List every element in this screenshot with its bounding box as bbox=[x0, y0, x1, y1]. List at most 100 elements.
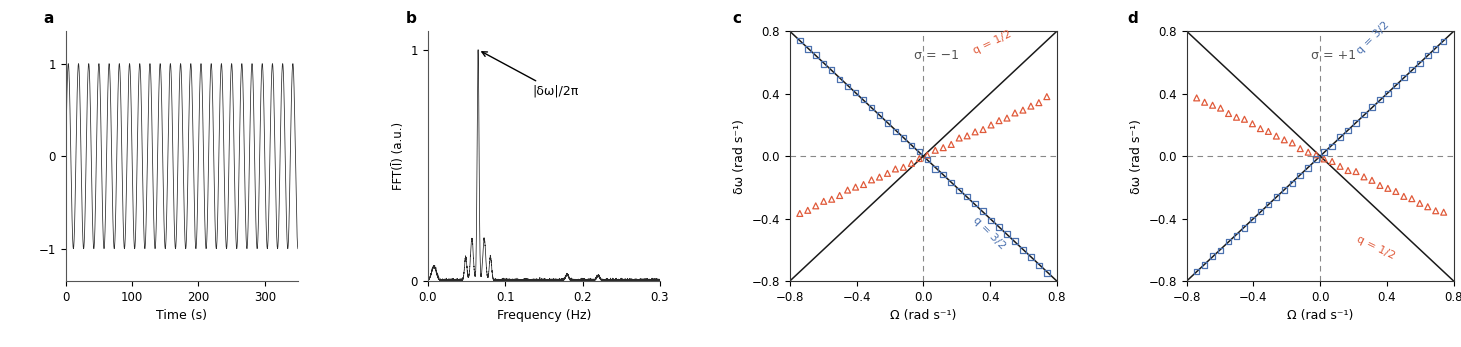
Text: b: b bbox=[405, 11, 416, 26]
Point bbox=[836, 84, 859, 89]
Text: q = 3/2: q = 3/2 bbox=[972, 215, 1008, 251]
Point bbox=[1321, 159, 1344, 164]
Point bbox=[1011, 247, 1034, 253]
Point bbox=[923, 147, 947, 153]
Point bbox=[1004, 110, 1027, 116]
Point bbox=[1321, 144, 1344, 150]
Point bbox=[995, 115, 1018, 121]
Point bbox=[861, 105, 884, 110]
Point bbox=[884, 129, 907, 134]
Point bbox=[1376, 186, 1400, 191]
Point bbox=[1416, 204, 1439, 210]
Point bbox=[1185, 269, 1208, 274]
Point bbox=[852, 182, 875, 187]
Point bbox=[1208, 248, 1232, 253]
Point bbox=[1273, 137, 1296, 143]
Point bbox=[1027, 100, 1050, 105]
Point bbox=[844, 184, 868, 190]
Point bbox=[979, 122, 1002, 128]
Point bbox=[1020, 254, 1043, 260]
Point bbox=[907, 156, 931, 161]
Point bbox=[812, 198, 836, 204]
Point bbox=[1273, 187, 1296, 193]
Point bbox=[1312, 149, 1335, 155]
Point bbox=[1344, 120, 1367, 126]
Point bbox=[1392, 75, 1416, 81]
Point bbox=[1416, 53, 1439, 58]
Point bbox=[1240, 217, 1264, 222]
Point bbox=[1337, 128, 1360, 133]
Point bbox=[1384, 189, 1407, 194]
Point bbox=[1194, 262, 1217, 268]
Point bbox=[1281, 140, 1305, 146]
Point bbox=[1305, 152, 1328, 158]
Point bbox=[1376, 91, 1400, 96]
Point bbox=[868, 112, 891, 118]
Point bbox=[1360, 104, 1384, 110]
X-axis label: Ω (rad s⁻¹): Ω (rad s⁻¹) bbox=[1287, 309, 1353, 322]
Point bbox=[1328, 134, 1351, 140]
Point bbox=[1036, 270, 1059, 276]
Point bbox=[1020, 103, 1043, 109]
Point bbox=[1217, 239, 1240, 245]
Point bbox=[1328, 163, 1351, 169]
Point bbox=[1305, 156, 1328, 162]
Point bbox=[916, 157, 939, 162]
Point bbox=[1400, 67, 1423, 72]
Point bbox=[963, 129, 986, 135]
Point bbox=[1256, 129, 1280, 134]
Text: d: d bbox=[1128, 11, 1138, 26]
Point bbox=[1312, 156, 1335, 162]
Point bbox=[988, 118, 1011, 124]
Point bbox=[1296, 165, 1319, 170]
Point bbox=[1296, 150, 1319, 155]
Point bbox=[820, 67, 843, 73]
Point bbox=[1185, 95, 1208, 101]
Point bbox=[955, 194, 979, 200]
Point bbox=[916, 152, 939, 158]
Point bbox=[875, 171, 899, 176]
Point bbox=[804, 203, 827, 209]
Point bbox=[891, 135, 915, 141]
Point bbox=[875, 120, 899, 126]
Point bbox=[1194, 100, 1217, 105]
Point bbox=[1353, 174, 1376, 180]
Point bbox=[1224, 234, 1248, 239]
Point bbox=[812, 61, 836, 67]
Point bbox=[939, 180, 963, 185]
Point bbox=[1201, 253, 1224, 259]
Point bbox=[900, 143, 923, 148]
Point bbox=[796, 46, 820, 52]
Point bbox=[868, 174, 891, 180]
Text: c: c bbox=[733, 11, 742, 26]
Point bbox=[1004, 238, 1027, 244]
Point bbox=[1384, 83, 1407, 88]
Point bbox=[923, 166, 947, 172]
Point bbox=[891, 164, 915, 170]
Point bbox=[844, 90, 868, 95]
Point bbox=[907, 149, 931, 154]
Point bbox=[1224, 115, 1248, 120]
Point bbox=[1249, 126, 1273, 132]
Point bbox=[836, 187, 859, 193]
Point bbox=[1353, 112, 1376, 117]
Point bbox=[1256, 202, 1280, 207]
Point bbox=[820, 196, 843, 202]
Text: q = 1/2: q = 1/2 bbox=[1354, 234, 1397, 261]
Y-axis label: δω (rad s⁻¹): δω (rad s⁻¹) bbox=[733, 119, 747, 194]
Point bbox=[939, 142, 963, 147]
X-axis label: Time (s): Time (s) bbox=[156, 309, 207, 322]
Point bbox=[1400, 196, 1423, 202]
Text: σ = −1: σ = −1 bbox=[915, 49, 960, 62]
Point bbox=[963, 201, 986, 206]
Text: q = 1/2: q = 1/2 bbox=[972, 29, 1012, 56]
Point bbox=[1233, 117, 1256, 122]
Point bbox=[1289, 173, 1312, 178]
Point bbox=[995, 231, 1018, 237]
Point bbox=[955, 133, 979, 139]
Point bbox=[1011, 107, 1034, 113]
Point bbox=[1240, 121, 1264, 127]
X-axis label: Ω (rad s⁻¹): Ω (rad s⁻¹) bbox=[890, 309, 957, 322]
Y-axis label: δω (rad s⁻¹): δω (rad s⁻¹) bbox=[1129, 119, 1143, 194]
Point bbox=[1408, 61, 1432, 66]
